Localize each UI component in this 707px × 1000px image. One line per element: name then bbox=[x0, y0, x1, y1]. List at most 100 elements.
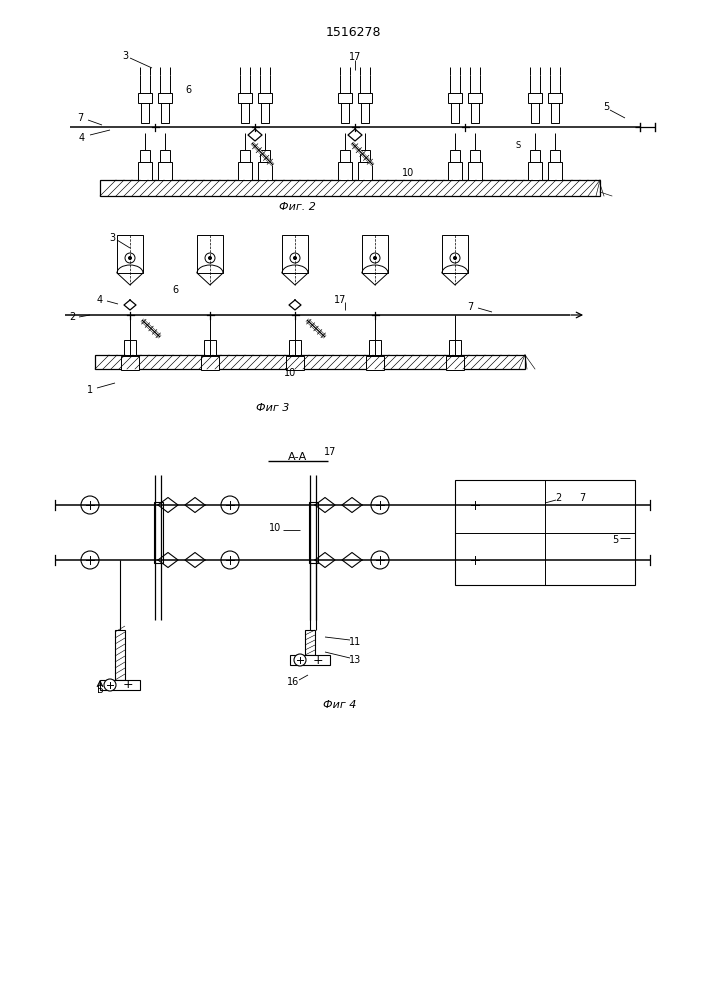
Bar bbox=[548, 93, 562, 103]
Text: 10: 10 bbox=[284, 368, 296, 378]
Bar bbox=[358, 162, 372, 180]
Bar bbox=[100, 680, 140, 690]
Bar bbox=[338, 93, 352, 103]
Bar bbox=[449, 340, 461, 355]
Bar bbox=[366, 356, 384, 370]
Bar bbox=[550, 150, 560, 162]
Bar bbox=[258, 162, 272, 180]
Text: А-А: А-А bbox=[288, 452, 308, 462]
Bar bbox=[548, 162, 562, 180]
Circle shape bbox=[373, 256, 377, 259]
Bar bbox=[471, 103, 479, 123]
Bar bbox=[450, 150, 460, 162]
Bar bbox=[204, 340, 216, 355]
Bar bbox=[261, 103, 269, 123]
Circle shape bbox=[129, 256, 132, 259]
Bar bbox=[138, 93, 152, 103]
Bar bbox=[289, 340, 301, 355]
Bar bbox=[451, 103, 459, 123]
Bar bbox=[446, 356, 464, 370]
Text: 3: 3 bbox=[109, 233, 115, 243]
Text: 10: 10 bbox=[402, 168, 414, 178]
Text: 3: 3 bbox=[122, 51, 128, 61]
Circle shape bbox=[466, 551, 484, 569]
Circle shape bbox=[290, 253, 300, 263]
Bar bbox=[340, 150, 350, 162]
Bar bbox=[158, 93, 172, 103]
Text: 17: 17 bbox=[324, 447, 337, 457]
Bar bbox=[121, 356, 139, 370]
Bar bbox=[528, 93, 542, 103]
Text: 11: 11 bbox=[349, 637, 361, 647]
Bar bbox=[468, 93, 482, 103]
Bar bbox=[358, 93, 372, 103]
Bar bbox=[95, 355, 525, 369]
Bar bbox=[448, 93, 462, 103]
Bar bbox=[241, 103, 249, 123]
Circle shape bbox=[293, 256, 296, 259]
Bar bbox=[530, 150, 540, 162]
Bar bbox=[154, 502, 163, 563]
Circle shape bbox=[81, 496, 99, 514]
Text: 17: 17 bbox=[334, 295, 346, 305]
Bar bbox=[117, 235, 143, 273]
Circle shape bbox=[370, 253, 380, 263]
Text: 7: 7 bbox=[77, 113, 83, 123]
Bar bbox=[115, 630, 125, 680]
Bar bbox=[360, 150, 370, 162]
Bar bbox=[551, 103, 559, 123]
Bar bbox=[197, 235, 223, 273]
Text: +: + bbox=[312, 654, 323, 666]
Circle shape bbox=[453, 256, 457, 259]
Bar bbox=[309, 502, 318, 563]
Text: S: S bbox=[515, 140, 520, 149]
Bar bbox=[528, 162, 542, 180]
Circle shape bbox=[371, 551, 389, 569]
Circle shape bbox=[125, 253, 135, 263]
Circle shape bbox=[104, 679, 116, 691]
Circle shape bbox=[205, 253, 215, 263]
Bar bbox=[369, 340, 381, 355]
Bar bbox=[282, 235, 308, 273]
Text: Фиг 4: Фиг 4 bbox=[323, 700, 357, 710]
Bar bbox=[238, 162, 252, 180]
Bar bbox=[140, 150, 150, 162]
Circle shape bbox=[221, 496, 239, 514]
Text: Фиг 3: Фиг 3 bbox=[257, 403, 290, 413]
Text: 7: 7 bbox=[579, 493, 585, 503]
Bar bbox=[361, 103, 369, 123]
Circle shape bbox=[294, 654, 306, 666]
Text: 6: 6 bbox=[185, 85, 191, 95]
Text: 16: 16 bbox=[287, 677, 299, 687]
Text: 5: 5 bbox=[603, 102, 609, 112]
Bar bbox=[442, 235, 468, 273]
Text: 1: 1 bbox=[87, 385, 93, 395]
Text: 4: 4 bbox=[97, 295, 103, 305]
Text: 6: 6 bbox=[172, 285, 178, 295]
Bar bbox=[362, 235, 388, 273]
Bar bbox=[470, 150, 480, 162]
Text: 2: 2 bbox=[555, 493, 561, 503]
Bar bbox=[201, 356, 219, 370]
Circle shape bbox=[221, 551, 239, 569]
Text: 4: 4 bbox=[79, 133, 85, 143]
Text: 5: 5 bbox=[612, 535, 618, 545]
Bar bbox=[141, 103, 149, 123]
Text: 2: 2 bbox=[69, 312, 75, 322]
Text: Б: Б bbox=[97, 685, 103, 695]
Bar bbox=[286, 356, 304, 370]
Circle shape bbox=[81, 551, 99, 569]
Circle shape bbox=[371, 496, 389, 514]
Circle shape bbox=[450, 253, 460, 263]
Bar bbox=[290, 655, 330, 665]
Bar bbox=[260, 150, 270, 162]
Bar bbox=[455, 480, 635, 585]
Bar bbox=[341, 103, 349, 123]
Text: 7: 7 bbox=[467, 302, 473, 312]
Bar bbox=[160, 150, 170, 162]
Text: +: + bbox=[123, 678, 134, 692]
Text: 13: 13 bbox=[349, 655, 361, 665]
Bar bbox=[124, 340, 136, 355]
Text: 1516278: 1516278 bbox=[325, 25, 381, 38]
Bar bbox=[138, 162, 152, 180]
